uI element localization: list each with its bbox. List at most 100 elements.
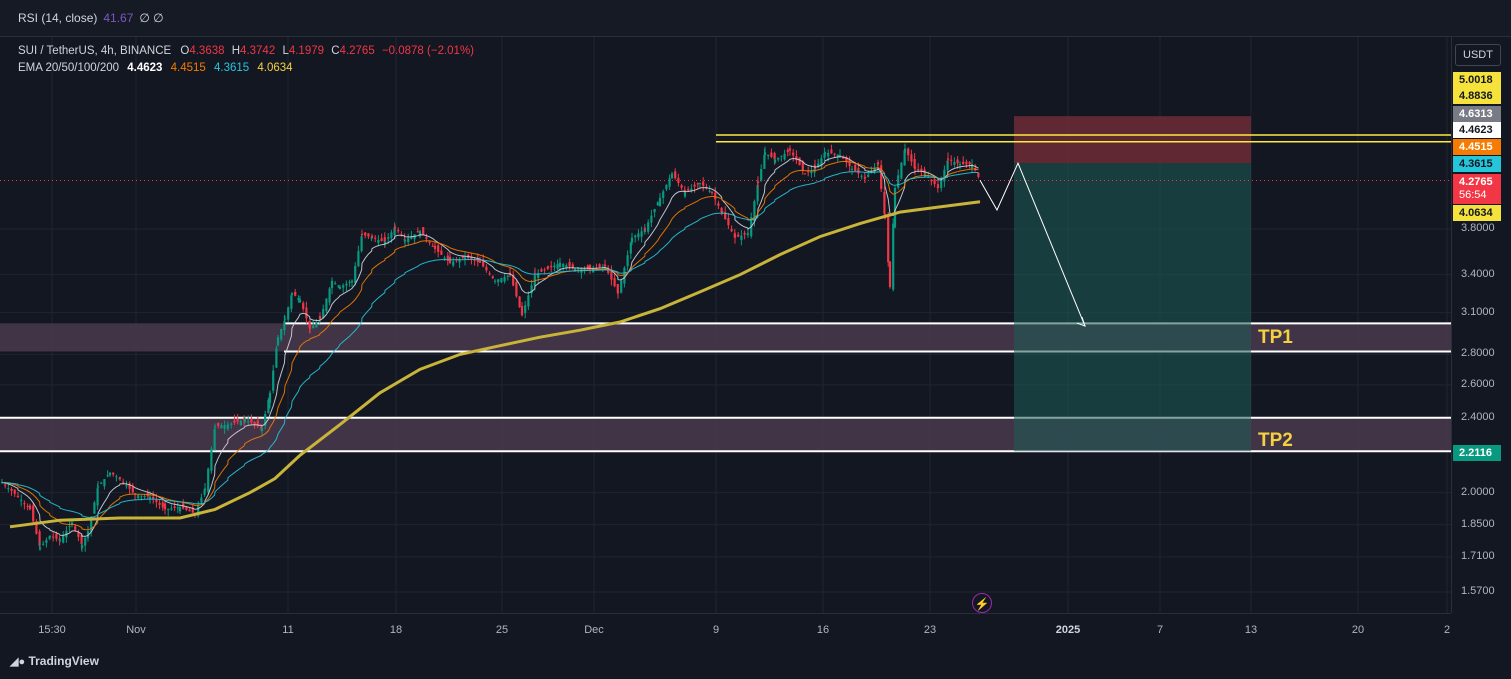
candle-body: [623, 267, 626, 284]
candle-body: [247, 421, 250, 423]
rsi-value: 41.67: [103, 11, 134, 25]
rsi-label: RSI (14, close): [18, 11, 98, 25]
candle-body: [137, 495, 140, 499]
candle-body: [350, 280, 354, 283]
candle-body: [746, 233, 750, 235]
candle-body: [710, 192, 714, 194]
candle-body: [16, 496, 20, 498]
candle-body: [524, 305, 527, 313]
candle-body: [425, 237, 428, 239]
time-axis[interactable]: 15:30 Nov 11 18 25 Dec 9 16 23 2025 7 13 20 2: [0, 613, 1451, 648]
symbol-legend[interactable]: SUI / TetherUS, 4h, BINANCE O4.3638 H4.3…: [18, 45, 474, 57]
candle-body: [383, 242, 387, 245]
candle-body: [867, 174, 870, 177]
candle-body: [920, 168, 923, 172]
candle-body: [630, 237, 634, 243]
candle-body: [207, 468, 210, 492]
candle-body: [0, 482, 4, 484]
candle-body: [32, 505, 35, 522]
candle-body: [733, 235, 737, 238]
chart-area[interactable]: [0, 37, 1451, 613]
candle-body: [354, 265, 357, 283]
lightning-icon[interactable]: ⚡: [972, 593, 992, 613]
candle-body: [345, 283, 348, 286]
time-tick: 23: [923, 624, 937, 636]
candle-body: [268, 392, 272, 403]
currency-button[interactable]: USDT: [1455, 44, 1501, 66]
price-tag-ema50: 4.4515: [1453, 139, 1501, 155]
candle-body: [461, 255, 464, 258]
candle-body: [653, 209, 656, 213]
candle-body: [553, 265, 556, 268]
candle-body: [917, 169, 920, 171]
candle-body: [217, 423, 220, 426]
candle-body: [458, 259, 461, 263]
tradingview-logo[interactable]: ◢● TradingView: [10, 654, 99, 668]
change-value: −0.0878 (−2.01%): [381, 45, 475, 57]
candle-body: [253, 421, 256, 425]
time-tick: 9: [712, 624, 720, 636]
price-axis[interactable]: 3.8000 3.4000 3.1000 2.8000 2.6000 2.4000 2.00…: [1451, 37, 1511, 613]
candle-body: [637, 233, 640, 238]
candle-body: [178, 507, 182, 512]
candle-body: [833, 153, 836, 155]
candle-body: [276, 337, 280, 346]
time-tick: 18: [389, 624, 403, 636]
candle-body: [763, 154, 766, 169]
candle-body: [155, 499, 158, 503]
ema-legend[interactable]: EMA 20/50/100/200 4.4623 4.4515 4.3615 4…: [18, 62, 293, 74]
candle-body: [220, 425, 223, 429]
candle-body: [143, 495, 146, 497]
price-chart[interactable]: [0, 37, 1451, 613]
candle-body: [743, 232, 746, 235]
candle-body: [756, 181, 760, 184]
candle-body: [397, 230, 400, 232]
candle-body: [629, 242, 632, 254]
low-value: 4.1979: [288, 45, 325, 57]
candle-body: [26, 506, 29, 508]
price-tick: 1.8500: [1461, 517, 1495, 530]
candle-body: [28, 505, 32, 510]
candle-body: [893, 187, 897, 228]
high-label: H: [231, 45, 241, 57]
ema50-value: 4.4515: [170, 62, 206, 74]
candle-body: [556, 263, 559, 269]
time-tick: Dec: [584, 624, 604, 636]
candle-body: [485, 266, 488, 271]
candle-body: [880, 165, 883, 189]
candle-body: [888, 261, 892, 287]
high-value: 4.3742: [240, 45, 276, 57]
candle-body: [290, 295, 293, 309]
candle-body: [500, 278, 503, 283]
candle-body: [410, 236, 413, 239]
candle-body: [264, 413, 267, 427]
candle-body: [35, 521, 38, 534]
candle-body: [213, 428, 216, 451]
candle-body: [690, 188, 693, 191]
candle-body: [493, 280, 497, 282]
stop-zone: [1014, 116, 1251, 164]
candle-body: [520, 306, 524, 316]
candle-body: [850, 168, 854, 170]
candle-body: [936, 184, 940, 188]
candle-body: [422, 227, 425, 235]
price-tick: 3.1000: [1461, 305, 1495, 318]
candle-body: [428, 241, 431, 243]
candle-body: [325, 298, 328, 312]
candle-body: [239, 420, 242, 426]
candle-body: [173, 506, 176, 508]
candle-body: [302, 302, 305, 309]
tp1-label: TP1: [1258, 327, 1293, 348]
price-tag-level: 4.8836: [1453, 88, 1501, 104]
candle-body: [603, 264, 607, 267]
candle-body: [170, 508, 173, 510]
candle-body: [42, 543, 45, 545]
candle-body: [440, 250, 443, 255]
candle-body: [823, 152, 827, 155]
candle-body: [62, 535, 65, 543]
candle-body: [930, 180, 933, 182]
candle-body: [515, 282, 518, 297]
projection-path: [979, 161, 1086, 327]
candle-body: [103, 479, 106, 487]
rsi-legend[interactable]: RSI (14, close) 41.67 ∅ ∅: [18, 11, 164, 25]
